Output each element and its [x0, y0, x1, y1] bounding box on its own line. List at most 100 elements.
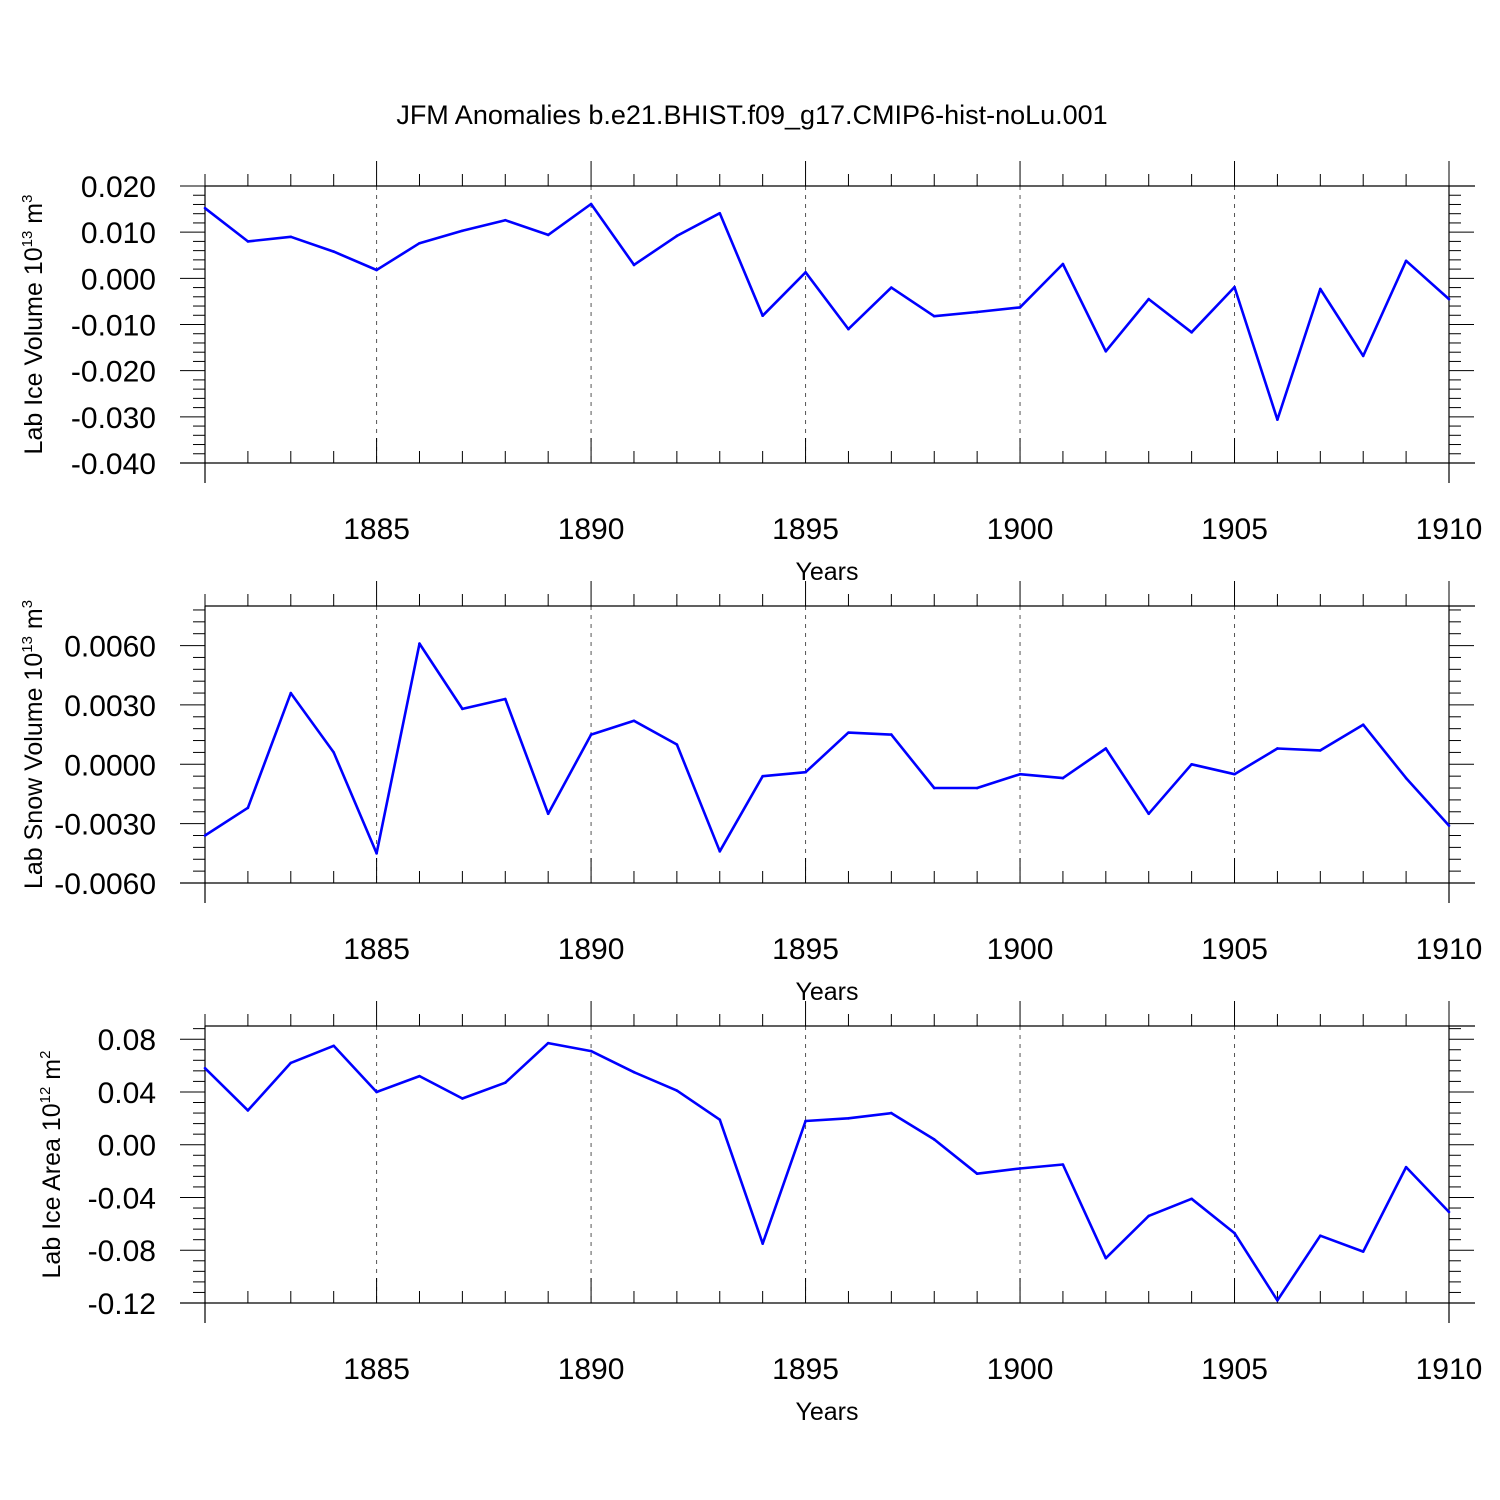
data-point [375, 852, 378, 855]
x-tick-label: 1905 [1201, 513, 1268, 546]
y-axis-label-part: 13 [19, 231, 36, 248]
y-tick-label: 0.0030 [64, 690, 156, 723]
data-point [1361, 723, 1365, 727]
data-point [847, 1117, 850, 1120]
data-point [975, 1172, 979, 1176]
y-axis-label-part: m [20, 203, 48, 231]
data-point [461, 229, 464, 233]
data-point [1319, 749, 1322, 752]
data-point [632, 263, 636, 267]
x-tick-label: 1895 [772, 933, 839, 966]
data-point [418, 241, 421, 245]
data-point [847, 731, 850, 734]
data-point [975, 786, 979, 790]
data-point [1276, 418, 1279, 421]
data-point [289, 1061, 293, 1065]
data-point [1018, 772, 1022, 776]
data-point [461, 707, 464, 711]
data-point [1361, 1250, 1365, 1253]
y-tick-label: -0.0030 [54, 809, 156, 842]
x-tick-label: 1900 [987, 1353, 1054, 1386]
data-point [503, 697, 507, 701]
y-axis-label-part: Lab Snow Volume 10 [20, 653, 48, 889]
data-point [589, 202, 593, 206]
data-point [203, 1066, 207, 1070]
data-point [332, 1044, 335, 1048]
data-point [589, 733, 593, 736]
y-axis-label-part: Lab Ice Area 10 [38, 1103, 66, 1278]
chart-title: JFM Anomalies b.e21.BHIST.f09_g17.CMIP6-… [396, 100, 1107, 130]
x-tick-label: 1900 [987, 933, 1054, 966]
data-point [1404, 259, 1408, 263]
y-axis-label: Lab Ice Volume 1013 m3 [19, 195, 48, 455]
y-tick-label: -0.020 [71, 356, 156, 389]
x-tick-label: 1885 [343, 1353, 410, 1386]
data-point [1018, 1167, 1022, 1170]
data-point [1233, 1231, 1236, 1235]
data-point [1104, 349, 1108, 353]
data-point [589, 1049, 593, 1053]
data-point [761, 774, 764, 778]
x-tick-label: 1890 [558, 933, 625, 966]
y-axis-label-part: 3 [19, 195, 36, 203]
data-point [1404, 1165, 1408, 1169]
data-point [675, 743, 679, 746]
data-point [375, 1090, 378, 1094]
series-line [204, 642, 1450, 855]
panels: 1885 1890 1895 1900 1905 1910 Years -0.040 -0.03… [19, 161, 1482, 1426]
data-point [1147, 297, 1151, 301]
data-point [246, 806, 250, 810]
data-point [718, 211, 722, 215]
data-point [932, 786, 936, 790]
data-point [761, 1242, 764, 1245]
data-point [546, 1041, 550, 1045]
y-axis-label-part: 13 [19, 636, 36, 653]
data-point [890, 733, 893, 736]
data-point [804, 770, 807, 774]
x-tick-label: 1910 [1416, 513, 1483, 546]
y-tick-label: -0.040 [71, 448, 156, 481]
data-point [1404, 776, 1408, 780]
y-tick-label: 0.08 [98, 1024, 156, 1057]
x-tick-label: 1905 [1201, 1353, 1268, 1386]
y-tick-label: 0.0000 [64, 749, 156, 782]
data-point [675, 234, 679, 238]
x-tick-label: 1890 [558, 1353, 625, 1386]
data-point [461, 1097, 464, 1100]
y-axis-label: Lab Snow Volume 1013 m3 [19, 600, 48, 889]
data-point [332, 751, 335, 754]
data-point [804, 1119, 807, 1123]
x-tick-label: 1890 [558, 513, 625, 546]
data-point [503, 218, 507, 222]
data-point [246, 240, 250, 243]
panel-1: 1885 1890 1895 1900 1905 1910 Years -0.040 -0.03… [19, 161, 1482, 586]
data-point [1276, 747, 1279, 750]
data-point [632, 1070, 636, 1074]
data-point [1061, 262, 1065, 266]
y-axis-label-part: Lab Ice Volume 10 [20, 247, 48, 454]
y-tick-label: -0.010 [71, 310, 156, 343]
data-point [1447, 824, 1451, 827]
y-tick-label: 0.00 [98, 1130, 156, 1163]
x-tick-label: 1900 [987, 513, 1054, 546]
data-point [890, 286, 893, 289]
data-point [1233, 285, 1236, 289]
x-tick-label: 1885 [343, 513, 410, 546]
y-tick-label: -0.030 [71, 402, 156, 435]
y-axis-label-part: 3 [19, 600, 36, 608]
y-axis-label-part: 2 [37, 1051, 54, 1059]
data-point [932, 314, 936, 318]
y-tick-label: -0.08 [88, 1235, 156, 1268]
x-axis-label: Years [795, 978, 858, 1006]
y-axis-label-part: m [38, 1059, 66, 1087]
data-point [203, 206, 207, 210]
series-line [204, 202, 1450, 421]
x-tick-label: 1910 [1416, 1353, 1483, 1386]
data-point [1233, 772, 1236, 776]
y-tick-label: 0.010 [81, 217, 156, 250]
series-line [204, 1041, 1450, 1302]
data-point [546, 812, 550, 816]
data-point [975, 310, 979, 314]
data-point [1104, 747, 1108, 750]
